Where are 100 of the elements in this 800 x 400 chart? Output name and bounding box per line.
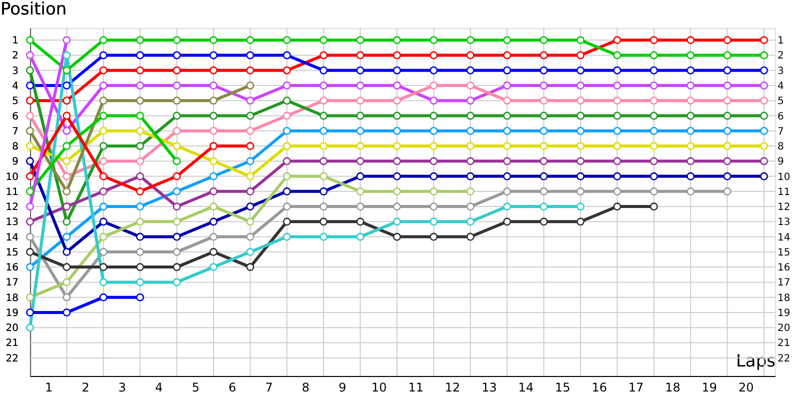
point xyxy=(723,126,732,135)
point xyxy=(392,202,401,211)
point xyxy=(246,96,254,105)
point xyxy=(320,126,328,135)
point xyxy=(62,218,71,226)
point xyxy=(136,293,144,302)
point xyxy=(320,202,328,211)
point xyxy=(209,187,218,196)
point xyxy=(392,126,401,135)
point xyxy=(503,172,512,180)
point xyxy=(613,82,622,90)
x-tick-label: 9 xyxy=(338,380,346,394)
point xyxy=(356,172,364,180)
point xyxy=(282,218,291,226)
x-tick-label: 13 xyxy=(482,380,497,394)
point xyxy=(650,96,658,105)
y-tick-label: 21 xyxy=(6,338,18,350)
point xyxy=(650,126,658,135)
point xyxy=(99,36,108,44)
point xyxy=(686,96,695,105)
point xyxy=(576,142,584,150)
point xyxy=(576,82,584,90)
point xyxy=(99,248,108,256)
point xyxy=(503,142,512,150)
point xyxy=(613,112,622,120)
point xyxy=(576,51,584,60)
y2-tick-label: 20 xyxy=(778,323,790,334)
point xyxy=(723,36,732,44)
point xyxy=(136,142,144,150)
point xyxy=(466,82,474,90)
point xyxy=(246,232,254,241)
point xyxy=(356,157,364,166)
point xyxy=(246,157,254,166)
point xyxy=(613,142,622,150)
point xyxy=(99,126,108,135)
point xyxy=(136,202,144,211)
point xyxy=(686,82,695,90)
point xyxy=(209,248,218,256)
y-tick-label: 4 xyxy=(12,80,18,92)
point xyxy=(392,112,401,120)
point xyxy=(686,142,695,150)
point xyxy=(282,202,291,211)
point xyxy=(62,96,71,105)
x-tick-label: 5 xyxy=(192,380,200,394)
point xyxy=(136,96,144,105)
point xyxy=(172,278,181,286)
point xyxy=(26,36,34,44)
point xyxy=(613,36,622,44)
point xyxy=(246,202,254,211)
point xyxy=(282,96,291,105)
x-tick-label: 4 xyxy=(155,380,163,394)
point xyxy=(26,66,34,74)
point xyxy=(246,66,254,74)
point xyxy=(62,112,71,120)
point xyxy=(209,66,218,74)
point xyxy=(26,51,34,60)
point xyxy=(356,112,364,120)
y-tick-label: 18 xyxy=(6,292,18,304)
x-tick-label: 8 xyxy=(302,380,310,394)
point xyxy=(99,142,108,150)
point xyxy=(466,96,474,105)
point xyxy=(466,202,474,211)
point xyxy=(282,36,291,44)
point xyxy=(26,172,34,180)
point xyxy=(136,232,144,241)
point xyxy=(320,157,328,166)
point xyxy=(62,187,71,196)
point xyxy=(392,142,401,150)
point xyxy=(760,66,768,74)
point xyxy=(246,51,254,60)
point xyxy=(503,82,512,90)
point xyxy=(650,66,658,74)
point xyxy=(613,172,622,180)
x-tick-label: 3 xyxy=(118,380,126,394)
point xyxy=(760,51,768,60)
point xyxy=(430,66,438,74)
y2-tick-label: 19 xyxy=(778,308,790,319)
point xyxy=(466,142,474,150)
point xyxy=(576,202,584,211)
point xyxy=(209,172,218,180)
point xyxy=(613,187,622,196)
point xyxy=(62,232,71,241)
point xyxy=(320,36,328,44)
point xyxy=(356,82,364,90)
point xyxy=(99,202,108,211)
point xyxy=(466,232,474,241)
y2-tick-label: 1 xyxy=(778,36,784,47)
point xyxy=(282,126,291,135)
y-tick-label: 6 xyxy=(12,111,18,122)
point xyxy=(62,248,71,256)
point xyxy=(650,202,658,211)
point xyxy=(392,51,401,60)
point xyxy=(466,187,474,196)
y-tick-label: 1 xyxy=(12,36,18,47)
point xyxy=(430,51,438,60)
point xyxy=(26,324,34,332)
point xyxy=(760,82,768,90)
y2-tick-label: 6 xyxy=(778,111,784,122)
y-axis-title: Position xyxy=(0,0,67,20)
point xyxy=(576,187,584,196)
